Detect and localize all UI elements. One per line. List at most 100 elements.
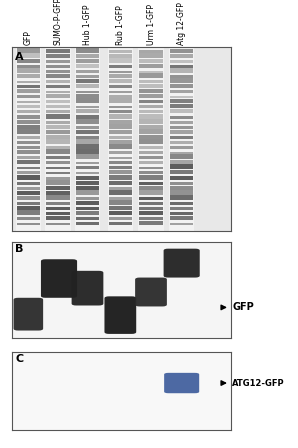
- FancyBboxPatch shape: [139, 171, 163, 174]
- FancyBboxPatch shape: [76, 70, 99, 73]
- FancyBboxPatch shape: [139, 135, 163, 139]
- FancyBboxPatch shape: [46, 121, 70, 124]
- FancyBboxPatch shape: [170, 202, 193, 205]
- FancyBboxPatch shape: [17, 59, 40, 63]
- FancyBboxPatch shape: [46, 85, 70, 88]
- FancyBboxPatch shape: [76, 207, 99, 210]
- FancyBboxPatch shape: [109, 222, 132, 225]
- FancyBboxPatch shape: [46, 60, 70, 63]
- FancyBboxPatch shape: [170, 164, 193, 169]
- FancyBboxPatch shape: [76, 130, 99, 134]
- FancyBboxPatch shape: [139, 114, 163, 119]
- FancyBboxPatch shape: [109, 130, 132, 134]
- FancyBboxPatch shape: [76, 197, 99, 200]
- FancyBboxPatch shape: [17, 196, 40, 200]
- FancyBboxPatch shape: [76, 201, 99, 205]
- FancyBboxPatch shape: [17, 150, 40, 154]
- FancyBboxPatch shape: [170, 109, 193, 113]
- FancyBboxPatch shape: [109, 166, 132, 169]
- FancyBboxPatch shape: [109, 74, 132, 78]
- FancyBboxPatch shape: [17, 95, 40, 98]
- FancyBboxPatch shape: [76, 190, 99, 195]
- FancyBboxPatch shape: [170, 126, 193, 129]
- FancyBboxPatch shape: [170, 160, 193, 164]
- FancyBboxPatch shape: [76, 181, 99, 185]
- FancyBboxPatch shape: [109, 197, 132, 200]
- FancyBboxPatch shape: [109, 106, 132, 108]
- FancyBboxPatch shape: [17, 85, 40, 88]
- FancyBboxPatch shape: [109, 65, 132, 68]
- FancyBboxPatch shape: [46, 161, 70, 164]
- FancyBboxPatch shape: [76, 106, 99, 108]
- FancyBboxPatch shape: [139, 105, 163, 108]
- FancyBboxPatch shape: [170, 141, 193, 144]
- FancyBboxPatch shape: [139, 64, 163, 68]
- FancyBboxPatch shape: [17, 182, 40, 185]
- Text: Atg 12-GFP: Atg 12-GFP: [177, 2, 186, 45]
- FancyBboxPatch shape: [46, 180, 70, 185]
- FancyBboxPatch shape: [170, 129, 193, 134]
- FancyBboxPatch shape: [46, 114, 70, 119]
- FancyBboxPatch shape: [14, 298, 43, 331]
- FancyBboxPatch shape: [170, 75, 193, 78]
- FancyBboxPatch shape: [109, 187, 132, 190]
- FancyBboxPatch shape: [170, 84, 193, 88]
- FancyBboxPatch shape: [17, 210, 40, 215]
- FancyBboxPatch shape: [170, 48, 193, 52]
- Text: SUMO-P-GFP: SUMO-P-GFP: [53, 0, 62, 45]
- FancyBboxPatch shape: [109, 54, 132, 58]
- FancyBboxPatch shape: [17, 223, 40, 225]
- FancyBboxPatch shape: [109, 58, 132, 63]
- FancyBboxPatch shape: [17, 187, 40, 190]
- FancyBboxPatch shape: [76, 162, 99, 164]
- FancyBboxPatch shape: [170, 95, 193, 98]
- FancyBboxPatch shape: [76, 136, 99, 139]
- FancyBboxPatch shape: [109, 110, 132, 113]
- FancyBboxPatch shape: [76, 126, 99, 129]
- FancyBboxPatch shape: [76, 144, 99, 149]
- FancyBboxPatch shape: [76, 54, 99, 58]
- FancyBboxPatch shape: [17, 167, 40, 169]
- FancyBboxPatch shape: [139, 217, 163, 220]
- FancyBboxPatch shape: [76, 166, 99, 169]
- FancyBboxPatch shape: [139, 185, 163, 190]
- FancyBboxPatch shape: [72, 271, 103, 306]
- FancyBboxPatch shape: [170, 116, 193, 119]
- FancyBboxPatch shape: [170, 68, 193, 73]
- FancyBboxPatch shape: [170, 181, 193, 185]
- FancyBboxPatch shape: [17, 115, 40, 119]
- FancyBboxPatch shape: [46, 167, 70, 169]
- FancyBboxPatch shape: [109, 144, 132, 149]
- FancyBboxPatch shape: [139, 129, 163, 134]
- FancyBboxPatch shape: [170, 99, 193, 103]
- FancyBboxPatch shape: [76, 48, 99, 52]
- Text: GFP: GFP: [232, 302, 254, 312]
- FancyBboxPatch shape: [170, 55, 193, 58]
- FancyBboxPatch shape: [139, 110, 163, 113]
- FancyBboxPatch shape: [46, 125, 70, 129]
- FancyBboxPatch shape: [46, 139, 70, 144]
- FancyBboxPatch shape: [17, 175, 40, 180]
- FancyBboxPatch shape: [170, 78, 193, 83]
- FancyBboxPatch shape: [109, 211, 132, 215]
- FancyBboxPatch shape: [139, 161, 163, 164]
- FancyBboxPatch shape: [109, 125, 132, 129]
- FancyBboxPatch shape: [46, 195, 70, 200]
- FancyBboxPatch shape: [170, 186, 193, 190]
- FancyBboxPatch shape: [109, 114, 132, 119]
- FancyBboxPatch shape: [164, 373, 199, 393]
- FancyBboxPatch shape: [109, 151, 132, 154]
- FancyBboxPatch shape: [139, 190, 163, 195]
- FancyBboxPatch shape: [139, 167, 163, 169]
- Text: A: A: [15, 52, 24, 62]
- FancyBboxPatch shape: [17, 120, 40, 124]
- FancyBboxPatch shape: [46, 190, 70, 195]
- FancyBboxPatch shape: [76, 211, 99, 215]
- FancyBboxPatch shape: [46, 149, 70, 154]
- FancyBboxPatch shape: [17, 136, 40, 139]
- FancyBboxPatch shape: [46, 110, 70, 113]
- FancyBboxPatch shape: [170, 207, 193, 210]
- FancyBboxPatch shape: [109, 190, 132, 195]
- Text: C: C: [15, 353, 23, 364]
- FancyBboxPatch shape: [17, 217, 40, 220]
